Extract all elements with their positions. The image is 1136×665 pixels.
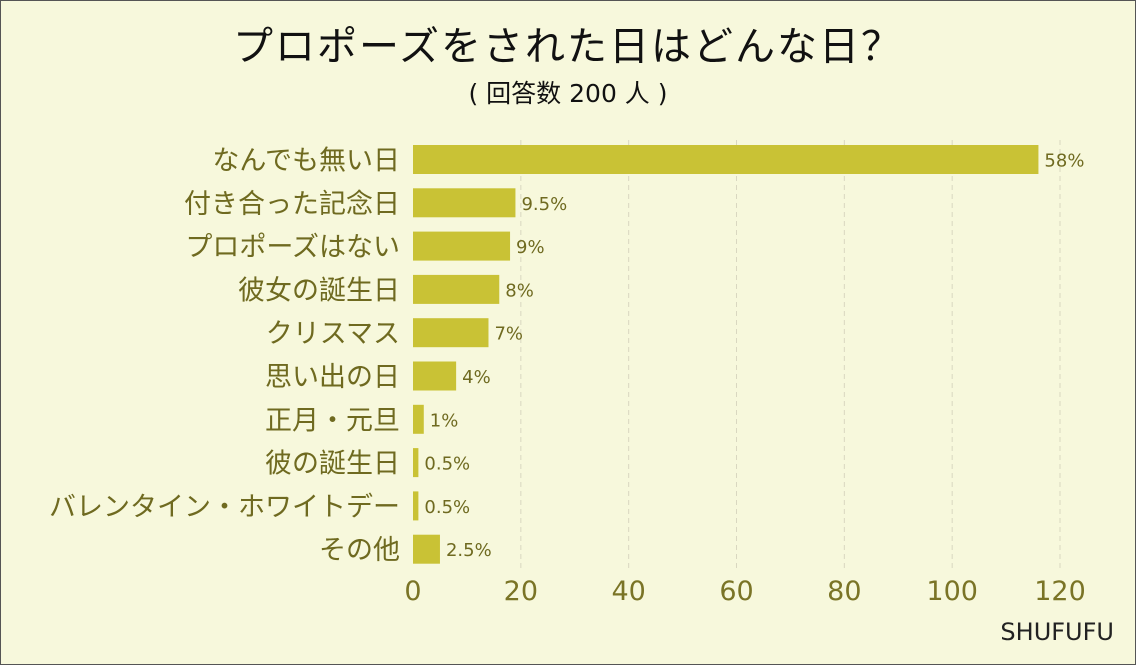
value-labels: 58% 9.5% 9% 8% 7% 4% 1% 0.5% 0.5% 2.5% bbox=[424, 151, 1084, 562]
data-label: 7% bbox=[494, 324, 523, 345]
x-tick-label: 120 bbox=[1034, 576, 1086, 607]
x-tick-label: 80 bbox=[827, 576, 861, 607]
category-label: プロポーズはない bbox=[185, 232, 400, 263]
x-axis-ticks: 0 20 40 60 80 100 120 bbox=[404, 576, 1085, 607]
category-label: 付き合った記念日 bbox=[184, 189, 400, 220]
x-tick-label: 100 bbox=[926, 576, 978, 607]
x-tick-label: 40 bbox=[611, 576, 645, 607]
bars bbox=[413, 145, 1039, 564]
data-label: 9% bbox=[516, 237, 545, 258]
grid-lines bbox=[520, 140, 1061, 568]
bar bbox=[413, 491, 419, 521]
bar bbox=[413, 448, 419, 478]
category-labels: なんでも無い日付き合った記念日プロポーズはない彼女の誕生日クリスマス思い出の日正… bbox=[49, 146, 400, 567]
bar bbox=[413, 361, 457, 391]
chart-subtitle: ( 回答数 200 人 ) bbox=[468, 79, 668, 108]
category-label: なんでも無い日 bbox=[212, 146, 400, 177]
category-label: 彼の誕生日 bbox=[265, 449, 400, 480]
bar bbox=[413, 404, 424, 434]
bar bbox=[413, 231, 511, 261]
data-label: 58% bbox=[1044, 151, 1084, 172]
data-label: 0.5% bbox=[424, 497, 470, 518]
data-label: 2.5% bbox=[446, 540, 492, 561]
x-tick-label: 20 bbox=[504, 576, 538, 607]
category-label: 彼女の誕生日 bbox=[238, 275, 400, 306]
bar bbox=[413, 318, 489, 348]
data-label: 4% bbox=[462, 367, 491, 388]
x-tick-label: 0 bbox=[404, 576, 421, 607]
bar bbox=[413, 145, 1039, 174]
brand-logo-text: SHUFUFU bbox=[1000, 618, 1114, 646]
category-label: バレンタイン・ホワイトデー bbox=[49, 492, 400, 523]
bar bbox=[413, 188, 516, 218]
x-tick-label: 60 bbox=[719, 576, 753, 607]
bar bbox=[413, 274, 500, 304]
data-label: 8% bbox=[505, 280, 534, 301]
chart-title: プロポーズをされた日はどんな日？ bbox=[233, 24, 903, 70]
category-label: 正月・元旦 bbox=[265, 405, 400, 436]
data-label: 1% bbox=[430, 410, 459, 431]
category-label: クリスマス bbox=[266, 319, 400, 350]
category-label: 思い出の日 bbox=[265, 362, 400, 393]
data-label: 9.5% bbox=[521, 194, 567, 215]
category-label: その他 bbox=[319, 535, 400, 566]
bar bbox=[413, 534, 440, 564]
data-label: 0.5% bbox=[424, 454, 470, 475]
